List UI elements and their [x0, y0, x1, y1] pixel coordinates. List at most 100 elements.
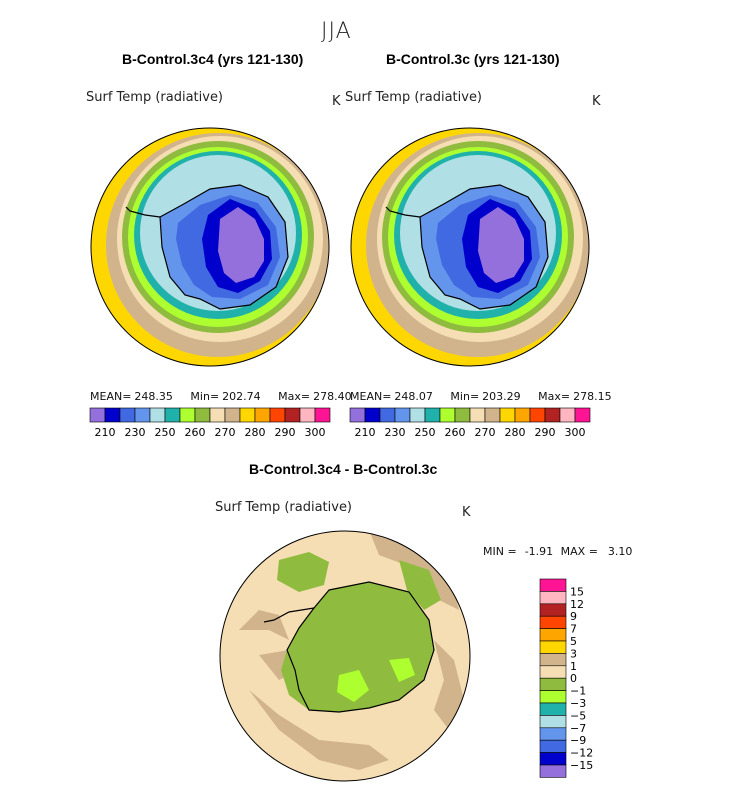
- panel-1-map: [90, 127, 330, 367]
- panel-2-colorbar: 210 230 250 260 270 280 290 300: [349, 407, 591, 439]
- colorbar-swatch: [394, 407, 411, 423]
- diff-colorbar-tick-label: −9: [570, 734, 586, 747]
- colorbar-swatch: [364, 407, 381, 423]
- colorbar-swatch: [409, 407, 426, 423]
- max-label: Max=: [278, 390, 311, 403]
- colorbar-swatch: [239, 407, 256, 423]
- diff-max-label: MAX =: [560, 545, 598, 558]
- max-value: 278.40: [313, 390, 352, 403]
- panel-1-title: B-Control.3c4 (yrs 121-130): [122, 51, 304, 67]
- diff-colorbar-tick-label: −5: [570, 709, 586, 722]
- coastline: [419, 184, 549, 310]
- mean-value: 248.35: [134, 390, 173, 403]
- colorbar-swatch: [104, 407, 121, 423]
- colorbar-tick-label: 300: [305, 426, 326, 439]
- colorbar-swatch: [269, 407, 286, 423]
- diff-tan-patch-4: [434, 640, 464, 730]
- colorbar-swatch: [284, 407, 301, 423]
- diff-colorbar-swatch: [539, 615, 567, 629]
- colorbar-swatch: [134, 407, 151, 423]
- diff-green-blob-top: [277, 552, 329, 592]
- colorbar-swatch: [574, 407, 591, 423]
- diff-tan-patch-3: [249, 690, 389, 770]
- colorbar-swatch: [349, 407, 366, 423]
- diff-green-continent: [281, 582, 434, 712]
- colorbar-swatch: [484, 407, 501, 423]
- diff-colorbar-tick-label: 1: [570, 660, 577, 673]
- colorbar-swatch: [424, 407, 441, 423]
- colorbar-swatch: [454, 407, 471, 423]
- diff-colorbar-swatch: [539, 764, 567, 778]
- colorbar-swatch: [254, 407, 271, 423]
- colorbar-swatch: [119, 407, 136, 423]
- diff-min-label: MIN =: [483, 545, 517, 558]
- panel-2-title: B-Control.3c (yrs 121-130): [386, 51, 560, 67]
- diff-colorbar-swatch: [539, 690, 567, 704]
- min-label: Min=: [450, 390, 480, 403]
- colorbar-swatch: [89, 407, 106, 423]
- diff-colorbar-swatch: [539, 628, 567, 642]
- ice-purple: [218, 207, 264, 283]
- colorbar-swatch: [314, 407, 331, 423]
- colorbar-tick-label: 280: [245, 426, 266, 439]
- diff-colorbar-swatch: [539, 653, 567, 667]
- colorbar-tick-label: 280: [505, 426, 526, 439]
- diff-colorbar-tick-label: −12: [570, 747, 593, 760]
- figure-title: JJA: [321, 19, 352, 44]
- colorbar-tick-label: 260: [445, 426, 466, 439]
- colorbar-tick-label: 250: [155, 426, 176, 439]
- colorbar-tick-label: 250: [415, 426, 436, 439]
- panel-2-stats: MEAN= 248.07 Min= 203.29 Max= 278.15: [350, 390, 612, 403]
- diff-colorbar-swatch: [539, 752, 567, 766]
- colorbar-swatch: [299, 407, 316, 423]
- mean-label: MEAN=: [350, 390, 392, 403]
- diff-colorbar-tick-label: 9: [570, 610, 577, 623]
- colorbar-swatch: [379, 407, 396, 423]
- panel-1-colorbar: 210 230 250 260 270 280 290 300: [89, 407, 331, 439]
- diff-colorbar-swatch: [539, 702, 567, 716]
- colorbar-swatch: [514, 407, 531, 423]
- colorbar-tick-label: 290: [275, 426, 296, 439]
- diff-colorbar-tick-label: −1: [570, 685, 586, 698]
- panel-2-units-label: K: [592, 94, 601, 109]
- colorbar-tick-label: 230: [385, 426, 406, 439]
- diff-colorbar-tick-label: 0: [570, 672, 577, 685]
- colorbar-tick-label: 270: [215, 426, 236, 439]
- diff-stats: MIN = -1.91 MAX = 3.10: [483, 545, 632, 558]
- diff-coastline: [286, 581, 435, 713]
- colorbar-swatch: [559, 407, 576, 423]
- diff-colorbar-tick-label: −3: [570, 697, 586, 710]
- ice-purple: [478, 207, 524, 283]
- colorbar-tick-label: 210: [355, 426, 376, 439]
- diff-title: B-Control.3c4 - B-Control.3c: [249, 461, 438, 477]
- diff-lime-patch-1: [337, 670, 369, 702]
- colorbar-swatch: [149, 407, 166, 423]
- colorbar-swatch: [164, 407, 181, 423]
- panel-1-stats: MEAN= 248.35 Min= 202.74 Max= 278.40: [90, 390, 352, 403]
- diff-colorbar-tick-label: −15: [570, 759, 593, 772]
- colorbar-tick-label: 210: [95, 426, 116, 439]
- diff-colorbar-swatch: [539, 715, 567, 729]
- min-value: 202.74: [222, 390, 261, 403]
- diff-colorbar-swatch: [539, 591, 567, 605]
- diff-colorbar-swatch: [539, 578, 567, 592]
- diff-colorbar-tick-label: 3: [570, 647, 577, 660]
- diff-colorbar-swatch: [539, 739, 567, 753]
- peninsula: [385, 206, 421, 218]
- diff-colorbar-swatch: [539, 677, 567, 691]
- colorbar-swatch: [194, 407, 211, 423]
- colorbar-swatch: [439, 407, 456, 423]
- diff-colorbar-swatch: [539, 727, 567, 741]
- diff-colorbar-tick-label: 7: [570, 623, 577, 636]
- max-value: 278.15: [573, 390, 612, 403]
- diff-colorbar-swatch: [539, 640, 567, 654]
- diff-green-blob-right: [399, 560, 441, 610]
- panel-2-variable-label: Surf Temp (radiative): [345, 90, 483, 105]
- panel-1-variable-label: Surf Temp (radiative): [86, 90, 224, 105]
- diff-tan-patch-2: [239, 610, 289, 640]
- panel-1-units-label: K: [332, 94, 341, 109]
- colorbar-swatch: [529, 407, 546, 423]
- diff-max-value: 3.10: [607, 545, 633, 558]
- max-label: Max=: [538, 390, 571, 403]
